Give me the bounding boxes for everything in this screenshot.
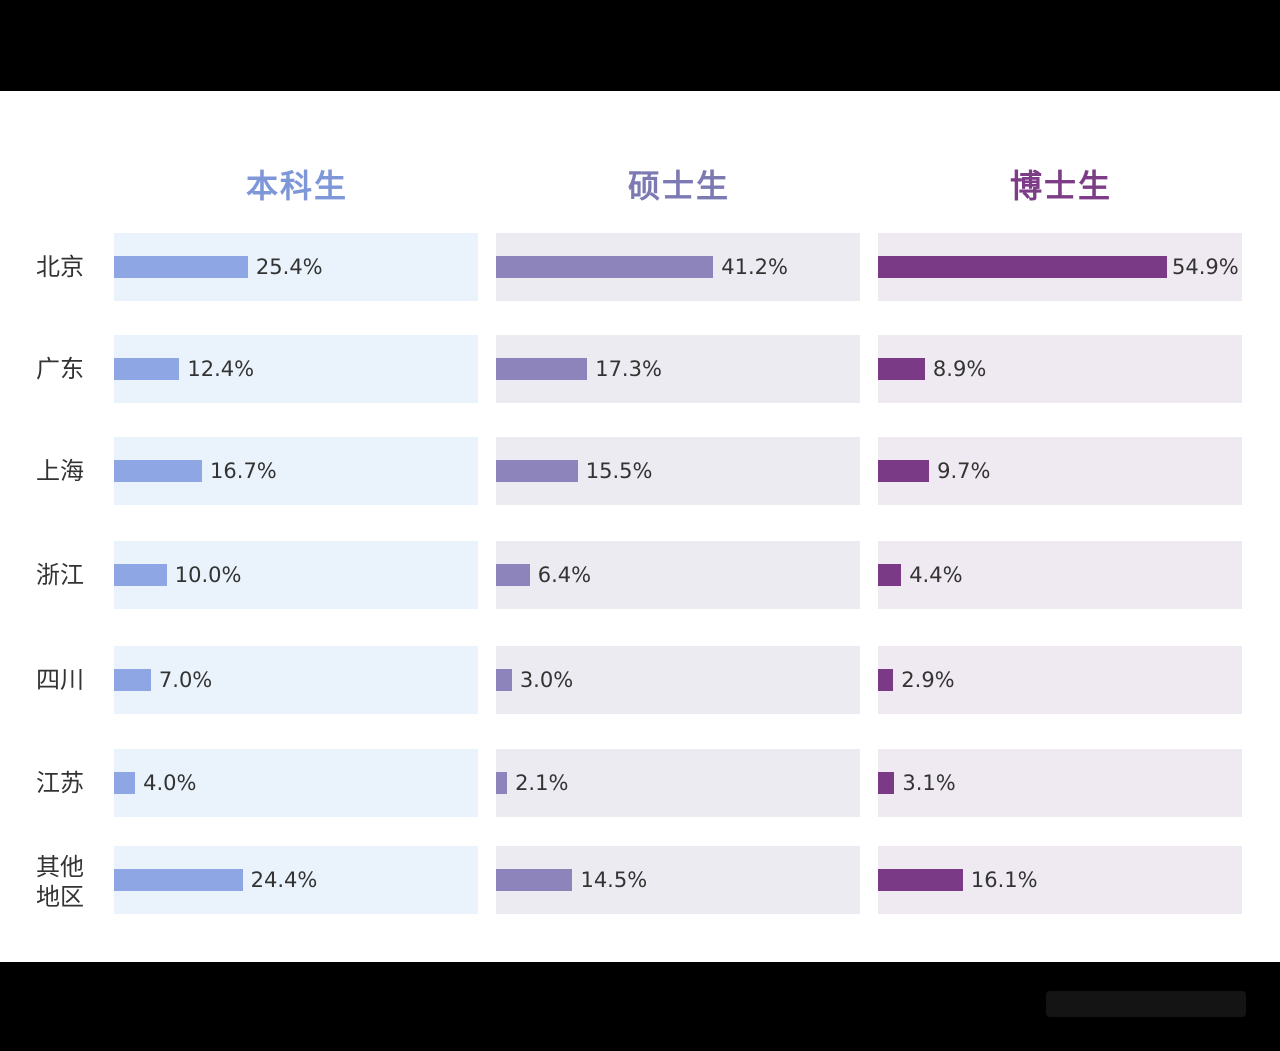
bar-cell: 41.2% [496, 233, 860, 301]
bar [496, 460, 578, 482]
data-label: 16.1% [970, 868, 1038, 892]
category-label-line: 北京 [36, 253, 84, 281]
bar-cell: 25.4% [114, 233, 478, 301]
bar [114, 564, 167, 586]
bar-cell: 10.0% [114, 541, 478, 609]
bar [496, 869, 573, 891]
data-label: 3.0% [519, 668, 574, 692]
data-label: 15.5% [585, 459, 653, 483]
bar-cell: 17.3% [496, 335, 860, 403]
bar-cell: 54.9% [878, 233, 1242, 301]
category-label-line: 其他 [36, 853, 84, 881]
category-label-line: 广东 [36, 355, 84, 383]
data-label: 16.7% [210, 459, 277, 483]
chart-canvas: 本科生 硕士生 博士生 北京广东上海浙江四川江苏其他 地区 25.4% 41.2% 54.… [0, 91, 1280, 962]
watermark [1046, 991, 1246, 1017]
data-label: 6.4% [537, 563, 592, 587]
bar [496, 256, 714, 278]
bar [496, 564, 530, 586]
bar [114, 669, 151, 691]
data-label: 4.0% [143, 771, 197, 795]
data-label: 17.3% [595, 357, 662, 381]
bar [114, 256, 248, 278]
data-label: 25.4% [255, 255, 323, 279]
data-label: 12.4% [187, 357, 255, 381]
bar-cell: 4.0% [114, 749, 478, 817]
bar-cell: 2.1% [496, 749, 860, 817]
category-label: 四川 [36, 665, 96, 695]
bar-cell: 14.5% [496, 846, 860, 914]
bar [878, 256, 1168, 278]
data-label: 41.2% [721, 255, 788, 279]
category-label-line: 浙江 [36, 561, 84, 589]
bar [114, 869, 243, 891]
bar-cell: 3.0% [496, 646, 860, 714]
data-label: 10.0% [174, 563, 242, 587]
bar [878, 669, 894, 691]
data-label: 4.4% [909, 563, 963, 587]
bar [496, 772, 508, 794]
data-label: 2.9% [901, 668, 955, 692]
bar-cell: 3.1% [878, 749, 1242, 817]
category-label: 浙江 [36, 560, 96, 590]
data-label: 8.9% [932, 357, 987, 381]
bar-cell: 2.9% [878, 646, 1242, 714]
bar-cell: 8.9% [878, 335, 1242, 403]
bar [114, 358, 180, 380]
data-label: 7.0% [158, 668, 213, 692]
bar [878, 358, 925, 380]
category-label-line: 四川 [36, 666, 84, 694]
data-label: 24.4% [250, 868, 318, 892]
series-title: 硕士生 [627, 167, 730, 205]
bar-cell: 9.7% [878, 437, 1242, 505]
data-label: 14.5% [580, 868, 648, 892]
bar-cell: 24.4% [114, 846, 478, 914]
bar-cell: 15.5% [496, 437, 860, 505]
bar [114, 460, 203, 482]
category-label-line: 江苏 [36, 769, 84, 797]
bar [496, 669, 512, 691]
category-label: 上海 [36, 456, 96, 486]
data-label: 9.7% [937, 459, 991, 483]
category-label: 其他 地区 [36, 852, 96, 912]
bar-cell: 6.4% [496, 541, 860, 609]
bar [114, 772, 136, 794]
bar-cell: 12.4% [114, 335, 478, 403]
bar-cell: 4.4% [878, 541, 1242, 609]
category-label: 广东 [36, 354, 96, 384]
bar [878, 869, 963, 891]
bar [878, 460, 930, 482]
bar-cell: 7.0% [114, 646, 478, 714]
series-title: 本科生 [245, 167, 348, 205]
bar-cell: 16.7% [114, 437, 478, 505]
bar-cell: 16.1% [878, 846, 1242, 914]
category-label-line: 上海 [36, 457, 84, 485]
bar [496, 358, 588, 380]
series-title: 博士生 [1009, 167, 1112, 205]
bar [878, 564, 902, 586]
category-label-line: 地区 [36, 883, 84, 911]
bar [878, 772, 895, 794]
data-label: 2.1% [515, 771, 569, 795]
category-label: 江苏 [36, 768, 96, 798]
data-label: 3.1% [902, 771, 956, 795]
category-label: 北京 [36, 252, 96, 282]
data-label: 54.9% [1172, 255, 1239, 279]
